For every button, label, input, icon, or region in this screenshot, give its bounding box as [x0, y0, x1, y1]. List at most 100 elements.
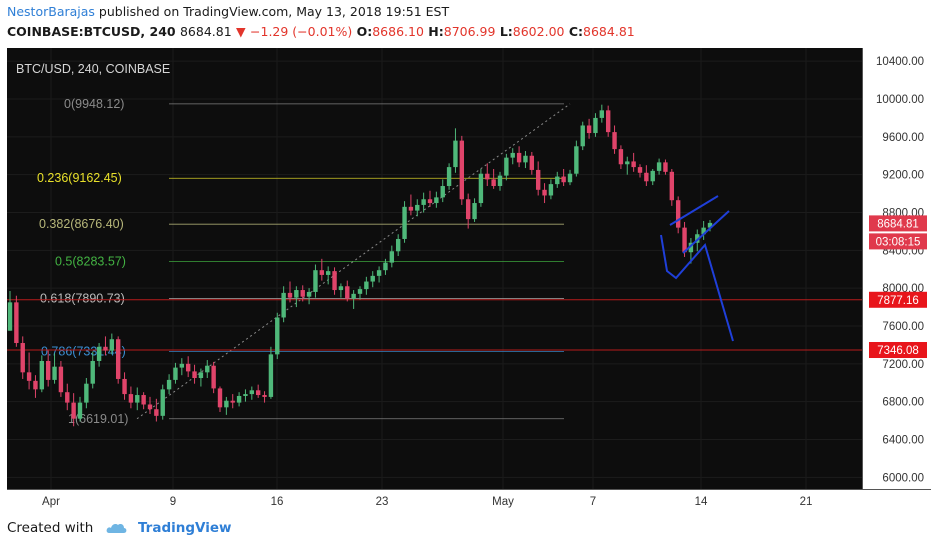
x-tick-label: 7 — [590, 496, 596, 508]
y-tick-label: 7200.00 — [882, 359, 924, 371]
candle-body — [567, 173, 573, 183]
candle-body — [453, 140, 458, 168]
candle-body — [332, 271, 337, 291]
open-label: O: — [356, 24, 373, 39]
candle-body — [122, 378, 127, 395]
candle-body — [262, 395, 267, 397]
price-badge — [869, 291, 927, 308]
candle-body — [7, 302, 13, 331]
fib-level-label: 1(6619.01) — [68, 412, 128, 426]
candle-body — [701, 227, 706, 235]
candle-body — [160, 389, 165, 416]
y-tick-label: 10400.00 — [876, 56, 924, 68]
candle-body — [535, 169, 541, 190]
candle-body — [491, 179, 496, 187]
candle-body — [395, 238, 401, 252]
candle-body — [465, 199, 471, 220]
trend-drawings[interactable] — [660, 195, 734, 342]
candle-body — [33, 380, 38, 390]
candle-body — [14, 302, 19, 344]
candle-body — [650, 170, 655, 182]
candle-body — [84, 383, 89, 403]
upper-channel-line — [669, 195, 719, 226]
horizontal-lines[interactable] — [7, 299, 862, 351]
symbol-label: COINBASE:BTCUSD, 240 — [7, 24, 176, 39]
candle-body — [440, 186, 445, 198]
candle-body — [421, 199, 426, 205]
candlesticks — [7, 104, 713, 427]
tradingview-brand[interactable]: TradingView — [137, 520, 232, 536]
close-value: 8684.81 — [583, 24, 635, 39]
candle-body — [115, 339, 121, 379]
price-axis-background — [862, 48, 931, 489]
fib-level-label: 0.382(8676.40) — [39, 217, 124, 231]
trend-line-projection — [660, 234, 734, 342]
candle-body — [364, 281, 369, 290]
fib-trend-line — [136, 103, 571, 420]
candle-body — [128, 394, 134, 403]
candle-body — [542, 189, 547, 196]
fibonacci-retracement[interactable]: 0(9948.12) 0.236(9162.45) 0.382(8676.40) 0.… — [37, 97, 571, 426]
candle-body — [211, 365, 216, 389]
candle-body — [644, 172, 649, 182]
candle-body — [319, 270, 325, 275]
candle-body — [39, 360, 45, 390]
candle-body — [529, 155, 535, 170]
x-tick-label: 16 — [271, 496, 284, 508]
candle-body — [173, 367, 178, 380]
author-link[interactable]: NestorBarajas — [7, 4, 95, 19]
candle-body — [268, 354, 274, 397]
fib-level-label: 0.236(9162.45) — [37, 171, 122, 185]
candle-body — [255, 390, 261, 396]
y-tick-label: 6800.00 — [882, 397, 924, 409]
candle-body — [90, 360, 95, 384]
candle-body — [243, 394, 248, 396]
candle-body — [370, 275, 375, 282]
candle-body — [618, 149, 624, 165]
candle-body — [663, 162, 668, 172]
x-tick-label: 21 — [800, 496, 813, 508]
candle-body — [109, 339, 115, 351]
y-tick-label: 9200.00 — [882, 170, 924, 182]
candle-body — [593, 117, 598, 134]
created-with-label: Created with — [7, 520, 94, 536]
candle-body — [224, 400, 229, 408]
candle-body — [96, 346, 102, 361]
candle-body — [625, 161, 630, 165]
candle-body — [669, 171, 675, 201]
candle-body — [287, 292, 293, 298]
candle-body — [71, 402, 76, 419]
candle-body — [637, 167, 643, 173]
candle-body — [26, 372, 32, 381]
candle-body — [338, 286, 344, 291]
price-badge — [869, 342, 927, 359]
candle-body — [275, 317, 280, 355]
y-tick-label: 7600.00 — [882, 321, 924, 333]
price-chart[interactable]: 0(9948.12) 0.236(9162.45) 0.382(8676.40) 0.… — [7, 48, 931, 514]
candle-body — [586, 125, 592, 134]
candle-body — [77, 402, 83, 419]
x-tick-label: 9 — [170, 496, 176, 508]
time-axis: Apr 9 16 23 May 7 14 21 — [42, 496, 812, 508]
candle-body — [427, 199, 433, 204]
candle-body — [402, 206, 407, 239]
time-axis-background — [7, 489, 931, 514]
candle-body — [135, 395, 140, 403]
candle-body — [580, 125, 585, 147]
candle-body — [516, 152, 522, 163]
candle-body — [236, 395, 242, 403]
x-tick-label: 14 — [695, 496, 708, 508]
open-value: 8686.10 — [372, 24, 424, 39]
published-text: published on TradingView.com, May 13, 20… — [98, 4, 450, 19]
candle-body — [561, 176, 566, 183]
candle-body — [408, 206, 414, 211]
candle-body — [656, 162, 662, 171]
candle-body — [325, 271, 331, 275]
y-tick-label: 9600.00 — [882, 132, 924, 144]
high-value: 8706.99 — [443, 24, 496, 39]
tradingview-logo-icon — [106, 524, 127, 533]
candle-body — [294, 290, 299, 298]
candle-body — [249, 390, 255, 395]
candle-body — [510, 152, 515, 158]
candle-body — [485, 173, 490, 180]
